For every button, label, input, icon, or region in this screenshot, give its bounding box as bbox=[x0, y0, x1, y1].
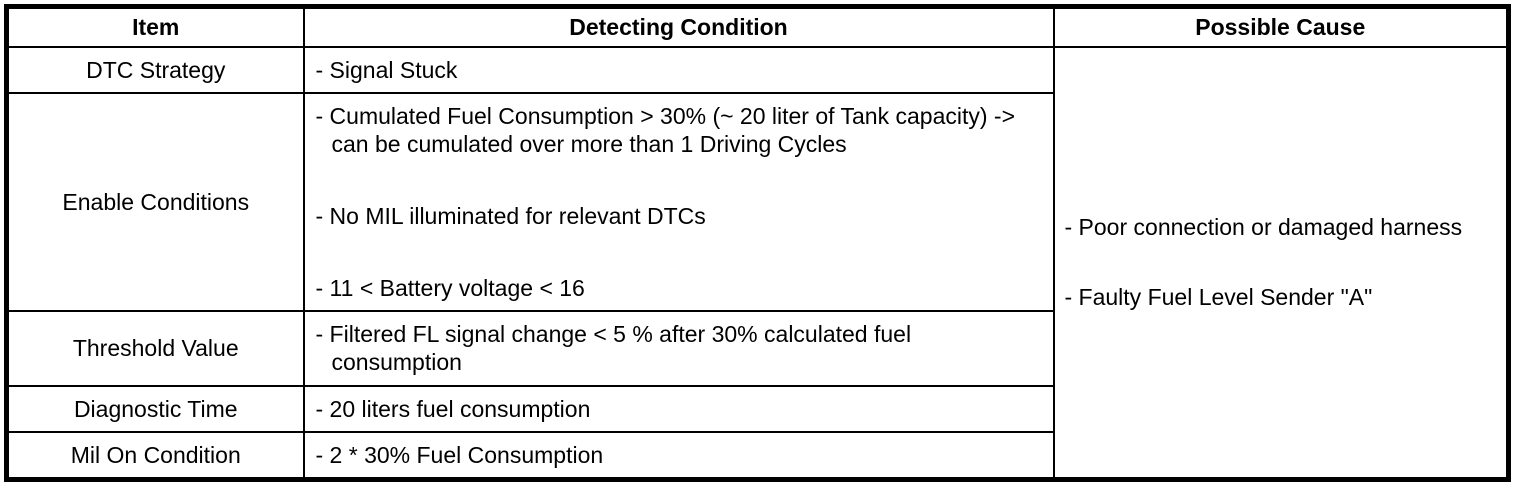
column-header-detecting-condition: Detecting Condition bbox=[302, 5, 1055, 48]
table-row-dtc-strategy: DTC Strategy - Signal Stuck - Poor conne… bbox=[5, 45, 1510, 480]
condition-line: - Cumulated Fuel Consumption > 30% (~ 20… bbox=[315, 102, 1016, 157]
item-cell-dtc-strategy: DTC Strategy bbox=[5, 45, 305, 94]
item-cell-threshold-value: Threshold Value bbox=[5, 309, 305, 387]
condition-cell-enable-conditions: - Cumulated Fuel Consumption > 30% (~ 20… bbox=[302, 91, 1055, 312]
column-header-possible-cause: Possible Cause bbox=[1052, 5, 1510, 48]
column-header-item: Item bbox=[5, 5, 305, 48]
header-row: Item Detecting Condition Possible Cause bbox=[5, 5, 1510, 48]
condition-line: - 11 < Battery voltage < 16 bbox=[315, 274, 585, 301]
condition-cell-mil-on-condition: - 2 * 30% Fuel Consumption bbox=[302, 430, 1055, 480]
condition-line: - No MIL illuminated for relevant DTCs bbox=[315, 202, 706, 229]
possible-cause-line: - Faulty Fuel Level Sender "A" bbox=[1064, 284, 1373, 310]
condition-cell-threshold-value: - Filtered FL signal change < 5 % after … bbox=[302, 309, 1055, 387]
condition-line: - Signal Stuck bbox=[315, 56, 458, 83]
table-row-enable-conditions: Enable Conditions - Cumulated Fuel Consu… bbox=[5, 91, 1509, 312]
dtc-detecting-condition-table: Item Detecting Condition Possible Cause … bbox=[4, 4, 1511, 482]
condition-cell-dtc-strategy: - Signal Stuck bbox=[302, 45, 1055, 94]
possible-cause-cell: - Poor connection or damaged harness - F… bbox=[1052, 45, 1510, 480]
item-cell-enable-conditions: Enable Conditions bbox=[5, 91, 305, 312]
condition-line: - 20 liters fuel consumption bbox=[315, 395, 591, 422]
item-cell-diagnostic-time: Diagnostic Time bbox=[5, 384, 305, 433]
condition-cell-diagnostic-time: - 20 liters fuel consumption bbox=[302, 384, 1055, 433]
table-row-threshold-value: Threshold Value - Filtered FL signal cha… bbox=[5, 309, 1509, 387]
table-row-diagnostic-time: Diagnostic Time - 20 liters fuel consump… bbox=[5, 384, 1509, 433]
possible-cause-line: - Poor connection or damaged harness bbox=[1064, 214, 1463, 240]
item-cell-mil-on-condition: Mil On Condition bbox=[5, 430, 305, 480]
condition-line: - Filtered FL signal change < 5 % after … bbox=[315, 321, 912, 375]
condition-line: - 2 * 30% Fuel Consumption bbox=[315, 441, 604, 468]
